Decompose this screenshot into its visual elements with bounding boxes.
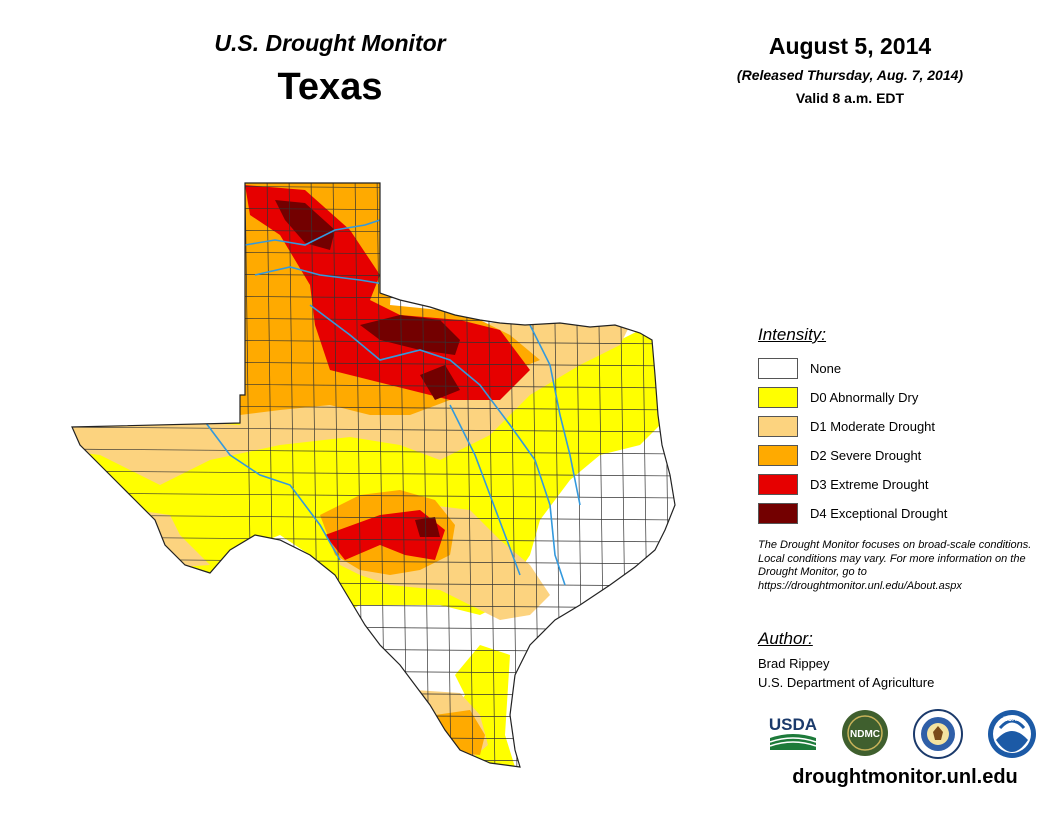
legend-title: Intensity:: [758, 325, 827, 344]
map-date: August 5, 2014: [768, 33, 932, 59]
valid-time: Valid 8 a.m. EDT: [795, 90, 905, 106]
brazos-river: [309, 304, 566, 586]
usda-logo: USDA: [769, 715, 817, 750]
legend-item-none: None: [758, 354, 947, 383]
d4-central-region: [415, 517, 440, 537]
trinity-river: [529, 324, 581, 506]
legend-item-d3: D3 Extreme Drought: [758, 470, 947, 499]
website-link[interactable]: droughtmonitor.unl.edu: [792, 766, 1018, 788]
noaa-logo: NOAA: [988, 710, 1036, 758]
legend-item-d2: D2 Severe Drought: [758, 441, 947, 470]
map-title: U.S. Drought Monitor: [214, 30, 446, 56]
legend-label-d3: D3 Extreme Drought: [810, 477, 929, 492]
author-heading: Author:: [758, 629, 813, 648]
commerce-logo: [913, 709, 963, 759]
legend-item-d4: D4 Exceptional Drought: [758, 499, 947, 528]
legend-label-none: None: [810, 361, 842, 376]
legend-item-d1: D1 Moderate Drought: [758, 412, 947, 441]
canadian-river: [254, 266, 391, 286]
author-name: Brad Rippey: [758, 656, 830, 671]
legend-label-d2: D2 Severe Drought: [810, 448, 922, 463]
legend-label-d4: D4 Exceptional Drought: [810, 506, 948, 521]
legend-swatch-d1: [758, 416, 798, 437]
legend-swatch-d0: [758, 387, 798, 408]
ndmc-logo-text: NDMC: [850, 729, 880, 740]
d4-north-region: [360, 315, 460, 355]
d4-rolling-plains-region: [420, 365, 460, 400]
rivers: [199, 219, 581, 586]
usda-logo-text: USDA: [769, 715, 817, 734]
release-date: (Released Thursday, Aug. 7, 2014): [736, 67, 964, 83]
legend-swatch-none: [758, 358, 798, 379]
texas-drought-map: [71, 182, 676, 768]
legend-swatch-d4: [758, 503, 798, 524]
legend-swatch-d2: [758, 445, 798, 466]
legend-swatch-d3: [758, 474, 798, 495]
drought-monitor-note: The Drought Monitor focuses on broad-sca…: [758, 539, 1032, 592]
ndmc-logo: NDMC: [842, 710, 888, 756]
noaa-logo-text: NOAA: [1003, 717, 1021, 723]
legend-label-d1: D1 Moderate Drought: [810, 419, 936, 434]
d3-central-region: [325, 510, 445, 560]
colorado-river: [449, 404, 521, 576]
legend-label-d0: D0 Abnormally Dry: [810, 390, 919, 405]
map-region: Texas: [277, 66, 383, 108]
author-organization: U.S. Department of Agriculture: [758, 675, 935, 690]
legend: None D0 Abnormally Dry D1 Moderate Droug…: [758, 354, 947, 528]
red-river: [244, 219, 381, 246]
legend-item-d0: D0 Abnormally Dry: [758, 383, 947, 412]
pecos-river: [199, 414, 341, 561]
